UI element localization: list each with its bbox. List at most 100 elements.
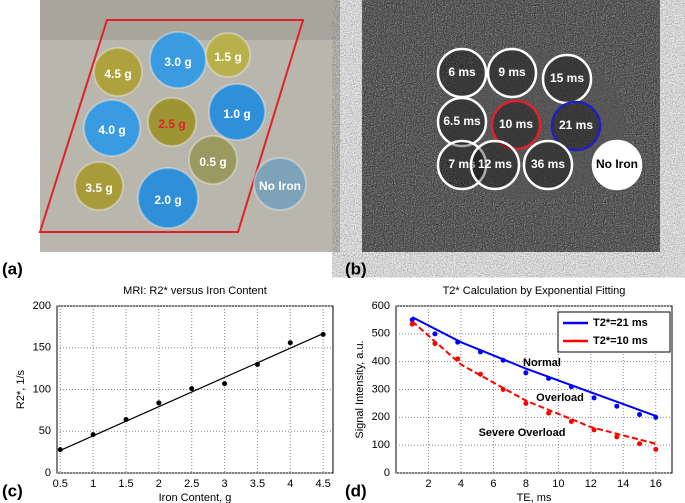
annotation: Severe Overload — [479, 427, 566, 439]
roi-circle — [522, 139, 574, 191]
x-tick-label: 6 — [490, 478, 496, 490]
x-tick-label: 0.5 — [53, 478, 68, 490]
chart: 0.5 1 1.5 2 2.5 3 3.5 4 4.5 0 50 100 150 200 MRI: R2* … — [15, 285, 334, 503]
x-tick-label: 1 — [90, 478, 96, 490]
y-tick-label: 150 — [33, 342, 51, 354]
fit-curve — [411, 320, 657, 445]
data-point — [477, 371, 483, 377]
vial-cap — [188, 135, 238, 185]
chart: 2 4 6 8 10 12 14 16 0 100 200 300 400 500 600 T2* Calcu… — [354, 285, 673, 503]
roi-circle — [469, 139, 521, 191]
x-tick-label: 14 — [617, 478, 629, 490]
y-axis-label: R2*, 1/s — [15, 369, 27, 409]
roi-label: 15 ms — [550, 71, 584, 85]
y-tick-label: 400 — [372, 356, 390, 368]
vial-label: No Iron — [259, 179, 301, 193]
roi-circle — [490, 99, 542, 151]
y-tick-label: 300 — [372, 383, 390, 395]
data-point — [637, 412, 643, 418]
data-point — [568, 419, 574, 425]
x-tick-label: 2 — [156, 478, 162, 490]
data-point — [57, 447, 63, 453]
legend-label: T2*=21 ms — [593, 317, 648, 329]
vial-cap — [83, 99, 141, 157]
y-tick-label: 100 — [33, 383, 51, 395]
roi-circle — [550, 100, 602, 152]
data-point — [222, 381, 228, 387]
x-tick-label: 8 — [523, 478, 529, 490]
y-tick-label: 200 — [372, 411, 390, 423]
vial-cap — [147, 97, 197, 147]
vial-label: 4.5 g — [104, 67, 131, 81]
y-tick-label: 50 — [39, 425, 51, 437]
data-point — [637, 441, 643, 447]
x-tick-label: 3 — [222, 478, 228, 490]
fit-curve — [411, 316, 657, 417]
y-tick-label: 500 — [372, 328, 390, 340]
data-point — [254, 361, 260, 367]
vial-label: 4.0 g — [98, 123, 125, 137]
roi-label: 6 ms — [448, 65, 476, 79]
annotation: Normal — [523, 357, 561, 369]
chart-title: MRI: R2* versus Iron Content — [123, 285, 267, 297]
roi-label: 12 ms — [478, 157, 512, 171]
roi-label: No Iron — [596, 157, 638, 171]
y-tick-label: 600 — [372, 300, 390, 312]
vial-cap — [93, 47, 143, 97]
panel-label: (b) — [345, 259, 367, 278]
roi-label: 21 ms — [559, 118, 593, 132]
x-tick-label: 1.5 — [118, 478, 133, 490]
legend-label: T2*=10 ms — [593, 335, 648, 347]
vial-cap — [205, 32, 251, 78]
vial-cap — [74, 161, 124, 211]
data-point — [653, 414, 659, 420]
y-tick-label: 0 — [45, 467, 51, 479]
panel-label: (d) — [345, 481, 367, 500]
data-point — [546, 410, 552, 416]
data-point — [432, 341, 438, 347]
panel-label: (a) — [2, 259, 23, 278]
roi-label: 7 ms — [448, 157, 476, 171]
data-point — [614, 403, 620, 409]
vial-cap — [253, 157, 307, 211]
x-tick-label: 10 — [552, 478, 564, 490]
vial-label: 0.5 g — [199, 155, 226, 169]
roi-label: 10 ms — [499, 117, 533, 131]
data-point — [455, 356, 461, 362]
panel-label: (c) — [2, 481, 23, 500]
x-tick-label: 4 — [458, 478, 464, 490]
x-tick-label: 16 — [650, 478, 662, 490]
data-point — [409, 321, 415, 327]
x-tick-label: 4 — [287, 478, 293, 490]
legend-box — [557, 311, 671, 353]
x-tick-label: 2.5 — [184, 478, 199, 490]
photo-a: 3.0 g 1.5 g 4.5 g 2.5 g 1.0 g 4.0 g 0.5 g 3.5 g… — [38, 0, 340, 252]
y-tick-label: 200 — [33, 300, 51, 312]
data-point — [156, 400, 162, 406]
data-point — [614, 434, 620, 440]
roi-circle — [486, 47, 538, 99]
x-axis-label: Iron Content, g — [159, 492, 232, 503]
x-tick-label: 12 — [585, 478, 597, 490]
data-point — [500, 387, 506, 392]
data-point — [189, 386, 195, 392]
vial-label: 1.0 g — [223, 107, 250, 121]
x-tick-label: 2 — [425, 478, 431, 490]
data-point — [546, 375, 552, 381]
vial-label: 3.0 g — [164, 55, 191, 69]
roi-label: 36 ms — [531, 157, 565, 171]
data-point — [591, 427, 597, 433]
data-point — [500, 357, 506, 363]
vial-label: 2.5 g — [158, 117, 185, 131]
x-tick-label: 3.5 — [250, 478, 265, 490]
data-point — [123, 417, 129, 423]
data-point — [653, 446, 659, 452]
annotation: Overload — [536, 392, 584, 404]
vial-label: 1.5 g — [214, 50, 241, 64]
vial-label: 3.5 g — [85, 181, 112, 195]
vial-cap — [137, 167, 199, 229]
data-point — [523, 400, 529, 406]
y-tick-label: 100 — [372, 439, 390, 451]
y-axis-label: Signal Intensity, a.u. — [354, 340, 366, 438]
